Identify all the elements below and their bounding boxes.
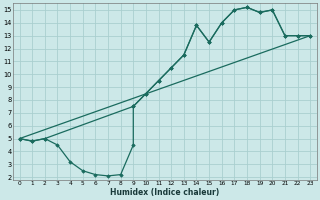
X-axis label: Humidex (Indice chaleur): Humidex (Indice chaleur) xyxy=(110,188,220,197)
